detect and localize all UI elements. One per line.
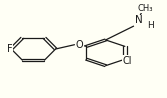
Text: O: O (76, 40, 83, 50)
Text: H: H (147, 21, 153, 30)
Text: CH₃: CH₃ (137, 4, 153, 13)
Text: Cl: Cl (123, 56, 132, 66)
Text: F: F (7, 44, 12, 54)
Text: N: N (135, 15, 142, 25)
